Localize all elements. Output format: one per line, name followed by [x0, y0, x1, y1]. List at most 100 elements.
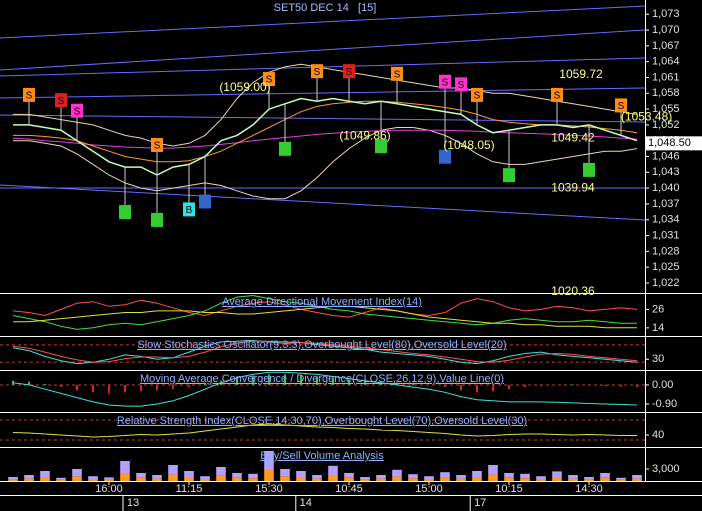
signal-box — [183, 202, 195, 217]
signal-box — [55, 93, 67, 108]
signal-box — [199, 194, 211, 209]
bar — [44, 383, 46, 385]
series-line — [13, 127, 638, 200]
series-line — [12, 340, 638, 363]
bar — [456, 475, 466, 479]
bar — [104, 477, 114, 480]
signal-label: S — [58, 96, 65, 107]
signal-box — [151, 212, 163, 227]
bar — [200, 476, 210, 479]
bar — [204, 383, 206, 385]
bar — [168, 465, 178, 475]
x-tick-label: 15:00 — [415, 483, 443, 495]
y-tick-label: 30 — [652, 353, 664, 365]
signal-box — [311, 64, 323, 79]
channel-line — [0, 87, 646, 99]
bar — [56, 477, 66, 480]
bar — [88, 479, 98, 481]
bar — [328, 475, 338, 481]
annotation: 1059.72 — [559, 67, 603, 81]
y-tick-label: 1,067 — [652, 40, 680, 52]
bar — [296, 471, 306, 477]
bar — [104, 479, 114, 481]
series-line — [13, 63, 638, 147]
bar — [492, 384, 494, 392]
channel-line — [0, 29, 646, 71]
bar — [184, 471, 194, 477]
series-line — [13, 305, 637, 329]
bar — [380, 381, 382, 385]
bar — [520, 478, 530, 481]
bar — [444, 384, 446, 388]
frame — [0, 0, 702, 496]
bar — [168, 474, 178, 481]
bar — [252, 375, 254, 385]
signal-box — [151, 137, 163, 152]
panel-title: Buy/Sell Volume Analysis — [260, 450, 384, 462]
panel-title: Slow Stochastics Oscillator(9,3,3),Overb… — [137, 339, 506, 351]
bar — [472, 477, 482, 481]
signal-label: S — [458, 80, 465, 91]
bar — [300, 375, 302, 385]
bar — [536, 479, 546, 481]
signal-label: S — [394, 69, 401, 80]
y-tick-label: 14 — [652, 322, 664, 334]
bar — [280, 469, 290, 477]
chart-title: SET50 DEC 14 [15] — [274, 2, 377, 14]
y-tick-label: 1,052 — [652, 119, 680, 131]
bar — [424, 479, 434, 481]
series-line — [12, 423, 637, 438]
annotation: 1039.94 — [551, 181, 595, 195]
bar — [156, 384, 158, 391]
bar — [152, 478, 162, 481]
bar — [280, 476, 290, 481]
signal-label: S — [314, 67, 321, 78]
bar — [124, 384, 126, 393]
bar — [268, 374, 270, 385]
series-line — [12, 298, 638, 318]
series-line — [13, 100, 638, 163]
bar — [520, 473, 530, 479]
channel-line — [0, 184, 646, 221]
y-tick-label: 1,043 — [652, 166, 680, 178]
annotation: (1049.86) — [339, 128, 390, 142]
bar — [600, 477, 610, 481]
series-line — [13, 97, 638, 176]
bar — [552, 477, 562, 481]
signal-box — [615, 98, 627, 113]
bar — [236, 377, 238, 385]
y-tick-label: 26 — [652, 303, 664, 315]
bar — [264, 469, 274, 481]
series-line — [12, 294, 637, 330]
bar — [456, 478, 466, 481]
signal-label: S — [266, 75, 273, 86]
annotation: (1053.48) — [621, 109, 672, 123]
bar — [568, 478, 578, 481]
bar — [140, 384, 142, 392]
y-tick-label: 0.00 — [652, 379, 673, 391]
signal-box — [263, 72, 275, 87]
bar — [412, 383, 414, 385]
channel-line — [0, 5, 646, 39]
bar — [636, 384, 638, 388]
panel-title: Moving Average Convergence / Divergence(… — [140, 373, 504, 385]
y-tick-label: 1,055 — [652, 103, 680, 115]
bar — [40, 477, 50, 481]
signal-box — [391, 66, 403, 81]
bar — [396, 382, 398, 385]
signal-label: S — [474, 91, 481, 102]
y-tick-label: 1,031 — [652, 229, 680, 241]
bar — [312, 475, 322, 479]
bar — [232, 477, 242, 481]
bar — [332, 378, 334, 385]
bar — [76, 384, 78, 391]
y-tick-label: 3,000 — [652, 463, 680, 475]
bar — [248, 478, 258, 481]
signal-box — [71, 103, 83, 118]
bar — [540, 384, 542, 387]
x-tick-label: 10:45 — [335, 483, 363, 495]
bar — [24, 478, 34, 481]
bar — [392, 469, 402, 477]
signal-box — [23, 87, 35, 102]
x-tick-label: 10:15 — [495, 483, 523, 495]
